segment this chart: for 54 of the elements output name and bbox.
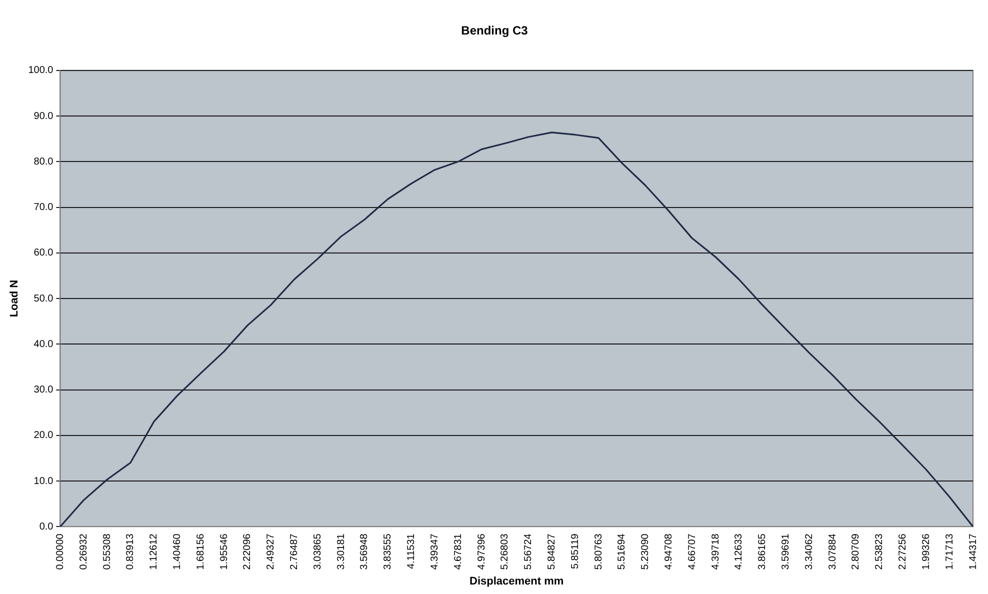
x-tick-label: 4.12633 — [734, 533, 745, 570]
x-tick-label: 4.67831 — [452, 533, 464, 570]
x-tick-label: 2.76487 — [289, 533, 300, 570]
x-tick-label: 2.27256 — [898, 533, 909, 570]
x-tick-label: 1.95546 — [218, 533, 230, 570]
x-tick-label: 4.66707 — [686, 533, 698, 570]
y-tick-label: 70.0 — [34, 202, 54, 214]
x-tick-label: 3.86165 — [757, 533, 768, 570]
x-tick-label: 3.59691 — [780, 533, 792, 570]
y-tick-label: 80.0 — [34, 156, 54, 168]
y-tick-label: 20.0 — [34, 430, 54, 442]
x-tick-label: 5.84827 — [546, 533, 558, 570]
y-tick-label: 30.0 — [34, 384, 54, 396]
x-tick-label: 2.49327 — [266, 533, 277, 570]
x-tick-label: 1.44317 — [968, 533, 979, 570]
x-tick-label: 0.00000 — [54, 533, 66, 570]
x-tick-label: 3.34062 — [804, 533, 815, 570]
x-tick-label: 2.22096 — [242, 533, 254, 570]
x-axis-title: Displacement mm — [470, 575, 564, 588]
x-tick-label: 4.94708 — [663, 533, 674, 570]
x-tick-label: 3.07884 — [827, 533, 838, 570]
y-tick-label: 50.0 — [34, 293, 54, 304]
x-tick-label: 4.97396 — [476, 533, 488, 570]
y-tick-label: 100.0 — [28, 65, 54, 76]
x-tick-label: 4.11531 — [406, 533, 418, 570]
x-tick-label: 4.39347 — [429, 533, 440, 570]
x-tick-label: 3.30181 — [336, 533, 347, 570]
x-tick-label: 0.55308 — [102, 533, 113, 570]
x-tick-label: 1.40460 — [172, 533, 183, 570]
y-tick-label: 40.0 — [34, 338, 54, 350]
x-tick-label: 5.80763 — [593, 533, 604, 570]
y-tick-label: 60.0 — [34, 248, 54, 259]
x-tick-label: 5.51694 — [616, 533, 628, 570]
x-tick-label: 0.26932 — [78, 533, 90, 570]
x-tick-label: 1.68156 — [195, 533, 206, 570]
x-tick-label: 2.80709 — [850, 533, 862, 570]
x-tick-label: 4.39718 — [710, 533, 722, 570]
x-tick-label: 1.99326 — [920, 533, 932, 570]
y-tick-label: 0.0 — [39, 521, 54, 532]
x-tick-label: 3.03865 — [312, 533, 324, 570]
chart-title: Bending C3 — [461, 24, 528, 38]
x-tick-label: 2.53823 — [874, 533, 886, 570]
x-tick-label: 5.56724 — [523, 533, 534, 570]
y-axis-title: Load N — [8, 280, 21, 318]
x-tick-label: 1.12612 — [148, 533, 160, 570]
x-tick-label: 5.23090 — [640, 533, 652, 570]
x-tick-label: 5.85119 — [570, 533, 581, 570]
x-tick-label: 0.83913 — [125, 533, 136, 570]
x-tick-label: 1.71713 — [944, 533, 956, 570]
y-tick-label: 90.0 — [34, 110, 54, 122]
x-tick-label: 5.26803 — [500, 533, 511, 570]
x-tick-label: 3.56948 — [359, 533, 370, 570]
y-tick-label: 10.0 — [34, 476, 54, 487]
x-tick-label: 3.83555 — [382, 533, 394, 570]
